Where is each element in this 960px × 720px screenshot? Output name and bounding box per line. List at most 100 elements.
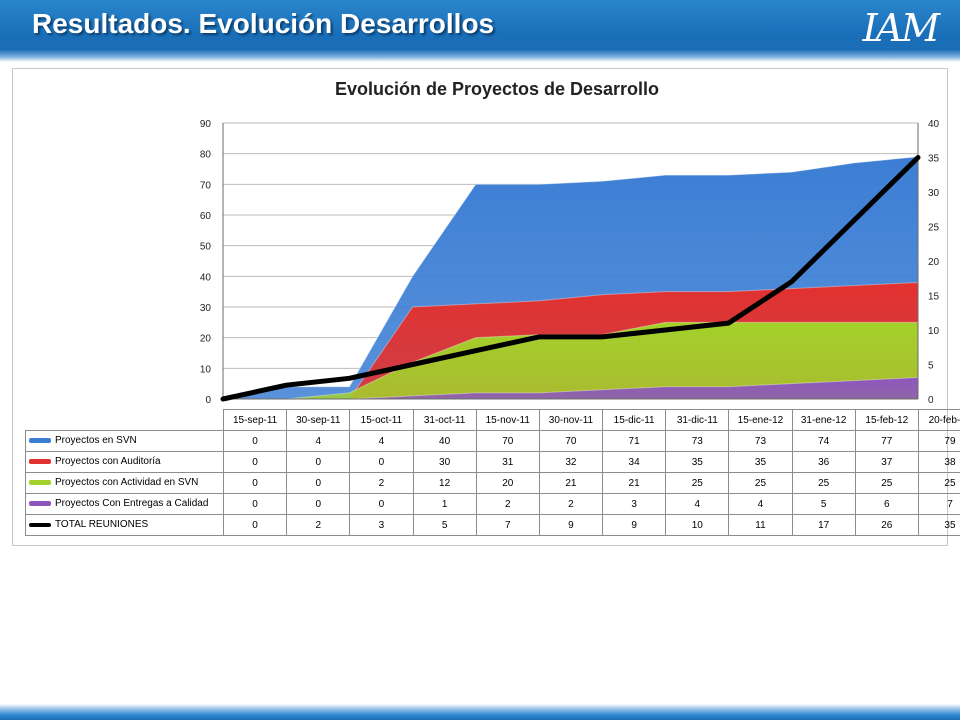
legend-entry: Proyectos en SVN bbox=[25, 430, 224, 452]
y-right-tick-label: 25 bbox=[928, 223, 940, 234]
y-left-tick-label: 30 bbox=[200, 303, 212, 314]
data-label: 2 bbox=[286, 514, 351, 536]
x-category-label: 30-sep-11 bbox=[286, 409, 351, 431]
y-left-tick-label: 90 bbox=[200, 119, 212, 130]
legend-entry: Proyectos con Auditoría bbox=[25, 451, 224, 473]
table-row: Proyectos Con Entregas a Calidad 0 0 0 1 2 2 3 4… bbox=[25, 493, 960, 515]
line-series-total-reuniones bbox=[220, 155, 921, 402]
x-category-label: 31-ene-12 bbox=[791, 409, 856, 431]
brand-logo: IAM bbox=[862, 6, 940, 50]
legend-label: Proyectos Con Entregas a Calidad bbox=[55, 498, 209, 510]
data-label: 25 bbox=[854, 472, 919, 494]
data-label: 73 bbox=[728, 430, 793, 452]
y-left-tick-label: 20 bbox=[200, 334, 212, 345]
data-label: 2 bbox=[349, 472, 414, 494]
legend-label: Proyectos en SVN bbox=[55, 435, 137, 447]
data-label: 0 bbox=[349, 451, 414, 473]
data-label: 9 bbox=[602, 514, 667, 536]
table-header-row: 15-sep-11 30-sep-11 15-oct-11 31-oct-11 15-n… bbox=[26, 409, 960, 431]
area-series-2 bbox=[223, 321, 919, 400]
y-right-tick-label: 5 bbox=[928, 361, 934, 372]
data-label: 35 bbox=[728, 451, 793, 473]
chart-title: Evolución de Proyectos de Desarrollo bbox=[335, 79, 659, 99]
data-label: 35 bbox=[665, 451, 730, 473]
data-label: 36 bbox=[791, 451, 856, 473]
y-right-tick-label: 10 bbox=[928, 326, 940, 337]
x-category-label: 15-sep-11 bbox=[222, 409, 288, 431]
table-row: TOTAL REUNIONES 0 2 3 5 7 9 9 10 11 17 26 35 bbox=[25, 514, 960, 536]
data-label: 6 bbox=[854, 493, 919, 515]
footer-bar bbox=[0, 704, 960, 720]
area-line-chart: Evolución de Proyectos de Desarrollo 0 10… bbox=[200, 79, 940, 406]
data-label: 10 bbox=[665, 514, 730, 536]
y-left-tick-label: 40 bbox=[200, 272, 212, 283]
table-row: Proyectos con Auditoría 0 0 0 30 31 32 34 35 35 36… bbox=[25, 451, 960, 473]
data-label: 4 bbox=[286, 430, 351, 452]
y-left-tick-label: 70 bbox=[200, 180, 212, 191]
legend-swatch bbox=[29, 480, 51, 486]
legend-swatch bbox=[29, 501, 51, 507]
data-label: 12 bbox=[412, 472, 477, 494]
data-label: 1 bbox=[412, 493, 477, 515]
y-left-tick-label: 80 bbox=[200, 150, 212, 161]
data-label: 79 bbox=[917, 430, 960, 452]
legend-entry: Proyectos con Actividad en SVN bbox=[25, 472, 224, 494]
x-category-label: 15-ene-12 bbox=[728, 409, 793, 431]
x-category-label: 15-oct-11 bbox=[349, 409, 414, 431]
data-label: 31 bbox=[475, 451, 540, 473]
data-label: 0 bbox=[286, 472, 351, 494]
data-label: 0 bbox=[286, 493, 351, 515]
table-corner bbox=[26, 410, 224, 431]
data-label: 2 bbox=[538, 493, 604, 515]
data-label: 0 bbox=[222, 472, 288, 494]
y-right-tick-label: 20 bbox=[928, 257, 940, 268]
x-category-label: 15-feb-12 bbox=[854, 409, 919, 431]
data-label: 9 bbox=[538, 514, 604, 536]
area-series-3 bbox=[223, 377, 919, 400]
data-label: 0 bbox=[222, 430, 288, 452]
data-label: 11 bbox=[728, 514, 793, 536]
data-label: 3 bbox=[602, 493, 667, 515]
data-label: 30 bbox=[412, 451, 477, 473]
axes: 0 10 20 30 40 50 60 70 80 90 0 5 10 15 20 25 30 35 40 bbox=[200, 119, 940, 406]
data-label: 77 bbox=[854, 430, 919, 452]
chart-data-table: 15-sep-11 30-sep-11 15-oct-11 31-oct-11 15-n… bbox=[25, 409, 960, 536]
y-left-tick-label: 10 bbox=[200, 364, 212, 375]
y-right-tick-label: 30 bbox=[928, 188, 940, 199]
data-label: 7 bbox=[917, 493, 960, 515]
slide-title: Resultados. Evolución Desarrollos bbox=[32, 8, 495, 39]
y-left-tick-label: 50 bbox=[200, 242, 212, 253]
legend-swatch bbox=[29, 459, 51, 465]
legend-swatch bbox=[29, 438, 51, 444]
x-category-label: 30-nov-11 bbox=[538, 409, 604, 431]
table-row: Proyectos con Actividad en SVN 0 0 2 12 20 21 2… bbox=[25, 472, 960, 494]
data-label: 25 bbox=[665, 472, 730, 494]
table-row: Proyectos en SVN 0 4 4 40 70 70 71 73 73 74 77 79 bbox=[25, 430, 960, 452]
data-label: 26 bbox=[854, 514, 919, 536]
x-category-label: 15-nov-11 bbox=[475, 409, 540, 431]
y-left-tick-label: 0 bbox=[205, 395, 211, 406]
data-label: 32 bbox=[538, 451, 604, 473]
data-label: 4 bbox=[728, 493, 793, 515]
y-right-tick-label: 40 bbox=[928, 119, 940, 130]
data-label: 38 bbox=[917, 451, 960, 473]
data-label: 5 bbox=[791, 493, 856, 515]
data-label: 3 bbox=[349, 514, 414, 536]
area-series bbox=[222, 156, 919, 400]
data-label: 34 bbox=[602, 451, 667, 473]
data-label: 5 bbox=[412, 514, 477, 536]
data-label: 73 bbox=[665, 430, 730, 452]
data-label: 74 bbox=[791, 430, 856, 452]
data-label: 7 bbox=[475, 514, 540, 536]
data-label: 25 bbox=[728, 472, 793, 494]
chart-frame: Evolución de Proyectos de Desarrollo 0 10… bbox=[12, 68, 960, 546]
x-category-label: 20-feb-12 bbox=[917, 409, 960, 431]
x-category-label: 15-dic-11 bbox=[602, 409, 667, 431]
data-label: 35 bbox=[917, 514, 960, 536]
line-series bbox=[220, 155, 921, 402]
y-right-tick-label: 15 bbox=[928, 292, 940, 303]
y-right-tick-label: 0 bbox=[928, 395, 934, 406]
x-category-label: 31-oct-11 bbox=[412, 409, 477, 431]
data-label: 0 bbox=[222, 514, 288, 536]
data-label: 20 bbox=[475, 472, 540, 494]
